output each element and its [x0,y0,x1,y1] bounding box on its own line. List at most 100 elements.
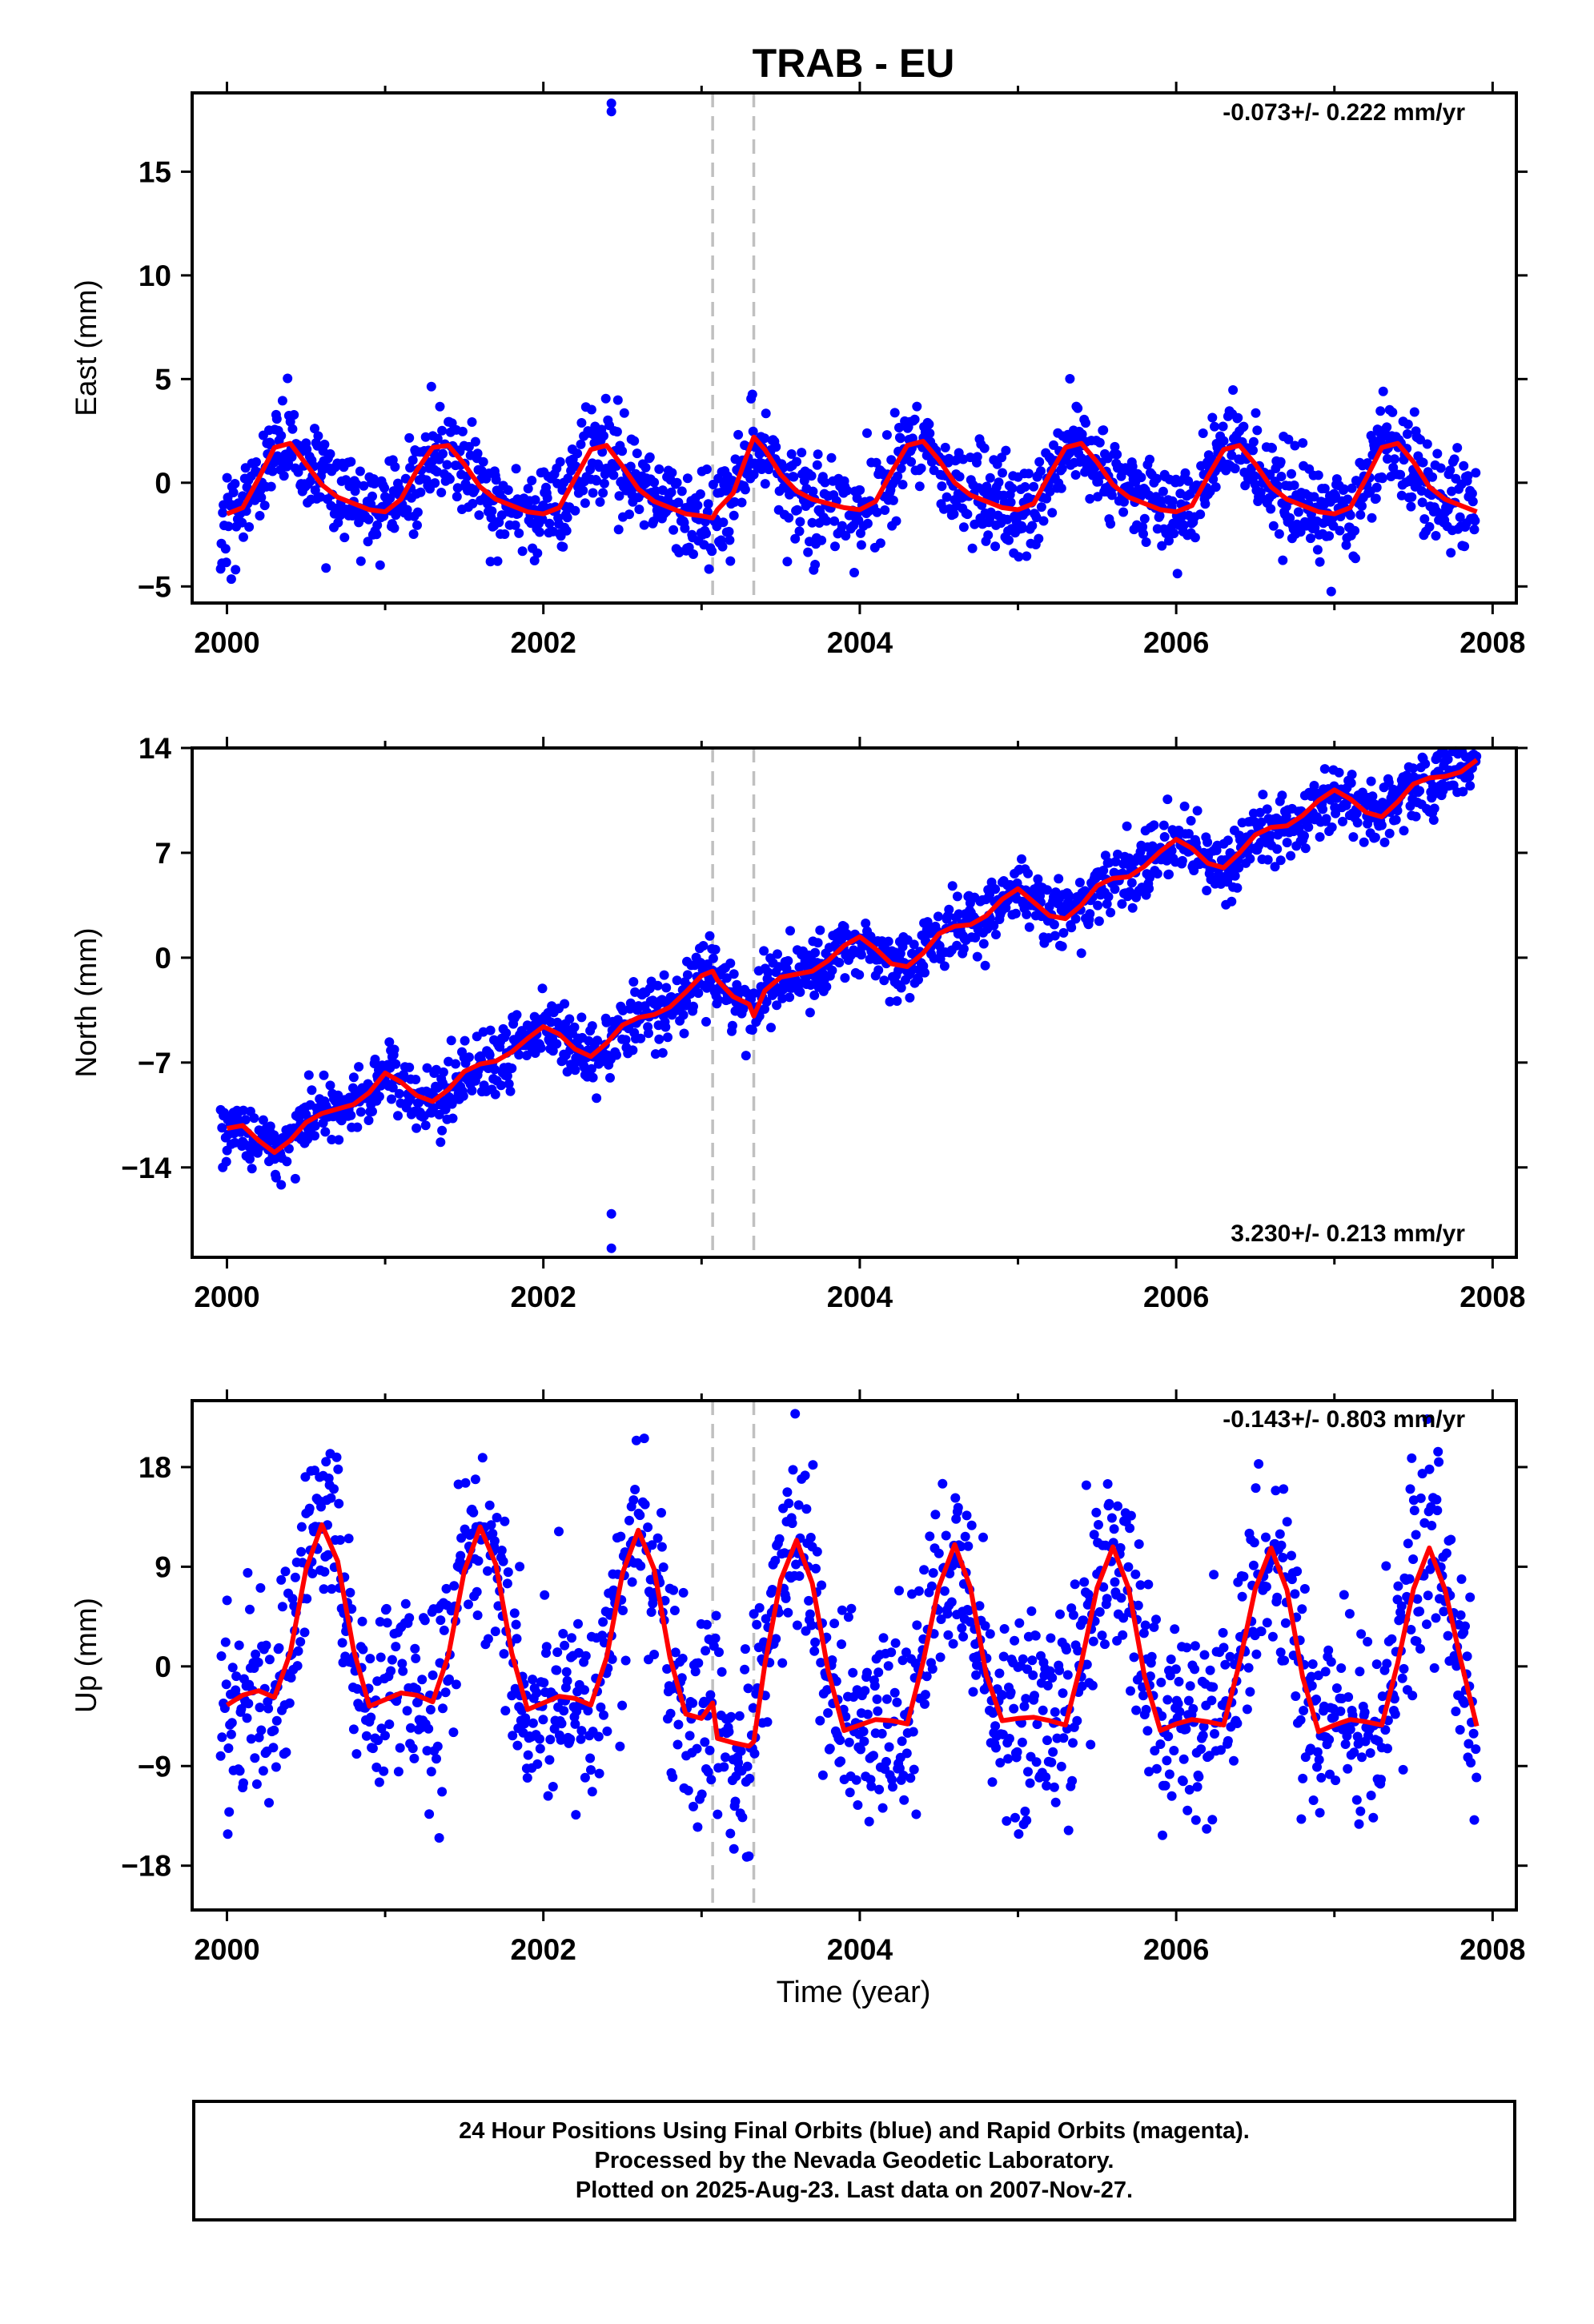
data-point [1252,425,1263,436]
data-point [968,1687,978,1697]
data-point [783,955,793,966]
data-point [713,1809,723,1819]
data-point [1140,1620,1150,1630]
data-point [705,1745,715,1755]
data-point [580,1772,590,1783]
y-tick-label: 10 [139,259,171,292]
data-point [1002,1815,1012,1826]
data-point [567,1633,576,1643]
data-point [871,457,881,468]
data-point [1056,1761,1066,1771]
data-point [888,495,898,505]
data-point [1151,473,1162,484]
data-point [425,1704,436,1715]
data-point [1054,874,1064,884]
data-point [640,1499,650,1510]
data-point [1391,814,1401,825]
data-point [448,1727,459,1738]
data-point [541,1642,552,1652]
data-point [303,1070,314,1080]
data-point [873,1667,884,1678]
data-point [909,1764,919,1775]
data-point [743,1683,753,1694]
data-point [817,535,827,545]
data-point [890,1638,901,1648]
data-point [543,1791,553,1801]
data-point [1309,492,1319,502]
data-point [695,489,705,499]
data-point [1057,464,1067,474]
data-point [366,1712,376,1723]
data-point [535,1734,544,1744]
data-point [1085,909,1095,919]
data-point [805,1007,815,1018]
data-point [1266,504,1276,514]
data-point [958,943,969,954]
data-point [408,529,419,539]
data-point [227,1663,238,1673]
data-point [1138,521,1148,532]
data-point [1227,896,1237,907]
data-point [718,517,729,528]
outlier-point [606,98,616,108]
data-point [558,541,568,552]
data-point [540,1590,550,1600]
data-point [650,1049,660,1059]
data-point [562,513,572,523]
data-point [1030,1691,1039,1701]
data-point [1470,516,1480,526]
data-point [1409,407,1419,417]
data-point [561,1667,572,1677]
data-point [436,1137,446,1148]
data-point [744,1851,754,1861]
data-point [990,541,1001,552]
data-point [345,1587,355,1598]
data-point [659,970,669,980]
data-point [817,1770,828,1780]
data-point [723,483,733,493]
data-point [872,1694,882,1704]
data-point [1103,891,1114,902]
data-point [698,941,709,951]
data-point [449,1581,460,1591]
data-point [280,1566,291,1577]
data-point [834,958,845,967]
data-point [678,1587,689,1598]
data-point [387,1083,398,1093]
data-point [800,1470,810,1481]
data-point [426,381,436,392]
data-point [339,533,350,543]
data-point [858,1727,869,1737]
data-point [560,1640,570,1651]
data-point [628,977,639,987]
data-point [472,1610,483,1620]
data-point [860,1686,870,1696]
data-point [1298,438,1308,448]
data-point [554,1526,564,1537]
data-point [891,516,901,526]
data-point [813,938,823,948]
data-point [412,1123,422,1133]
data-point [1170,1624,1180,1634]
data-point [1177,855,1187,866]
data-point [1130,1569,1141,1579]
data-point [628,1045,638,1055]
y-tick-label: 18 [139,1451,171,1484]
data-point [245,1154,255,1164]
data-point [375,1652,386,1663]
data-point [1144,490,1154,501]
data-point [724,1727,734,1737]
x-tick-label: 2000 [194,1933,259,1966]
data-point [849,568,859,577]
data-point [1344,1609,1355,1619]
data-point [656,1542,667,1552]
data-point [1433,1446,1443,1457]
data-point [693,1658,704,1668]
data-point [987,1777,998,1787]
data-point [761,997,772,1007]
data-point [846,1603,857,1614]
data-point [1207,1695,1217,1706]
data-point [1239,421,1249,432]
data-point [605,1072,615,1083]
data-point [804,1595,814,1606]
